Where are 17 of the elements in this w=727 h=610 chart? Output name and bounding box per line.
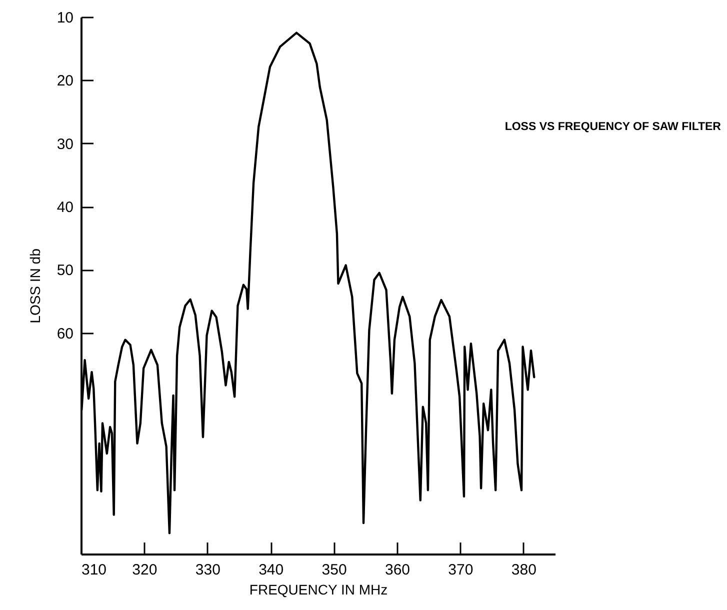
x-tick-label: 360	[384, 562, 410, 578]
x-axis-title: FREQUENCY IN MHz	[249, 582, 388, 598]
y-tick-label: 50	[56, 262, 74, 280]
x-tick-label: 310	[82, 562, 107, 578]
x-tick-label: 330	[195, 562, 220, 578]
x-tick-label: 370	[448, 562, 474, 578]
y-tick-label: 40	[56, 199, 74, 216]
y-tick-label: 20	[56, 72, 74, 90]
y-tick-label: 30	[56, 136, 74, 153]
x-tick-label: 350	[322, 562, 347, 578]
x-tick-label: 380	[511, 562, 536, 578]
x-tick-label: 340	[258, 562, 284, 578]
y-tick-label: 10	[56, 10, 74, 26]
y-tick-label: 60	[56, 325, 74, 342]
x-tick-label: 320	[132, 562, 158, 578]
text: LOSS VS FREQUENCY OF SAW FILTER	[504, 121, 722, 133]
y-axis-title: LOSS IN db	[26, 248, 43, 324]
